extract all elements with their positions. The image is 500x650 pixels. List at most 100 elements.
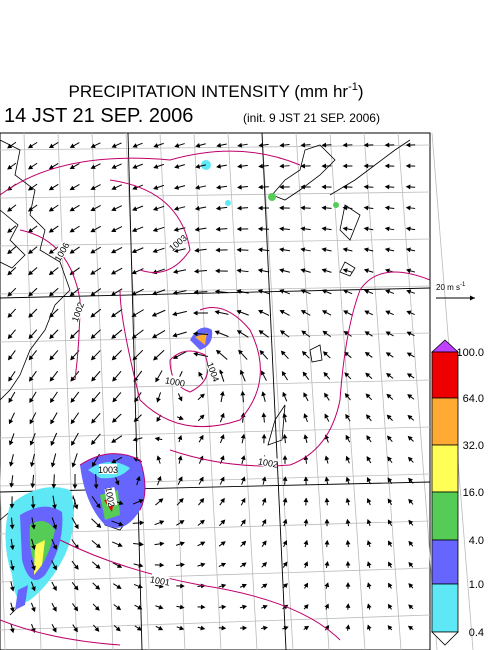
wind-arrow-head	[180, 562, 185, 568]
title-sup: -1	[348, 81, 358, 93]
wind-arrow-head	[52, 504, 57, 510]
wind-arrow-head	[345, 624, 351, 630]
grid-line	[329, 132, 366, 650]
wind-arrow-head	[52, 606, 57, 612]
wind-arrow-head	[158, 583, 164, 589]
wind-arrow-head	[90, 143, 96, 148]
map-frame	[0, 132, 431, 650]
wind-scale-head	[470, 295, 475, 301]
wind-arrow-head	[240, 433, 246, 439]
wind-arrow-head	[324, 476, 330, 482]
wind-arrow-head	[363, 163, 369, 169]
wind-arrow-head	[300, 268, 306, 273]
wind-arrow-head	[70, 376, 76, 382]
wind-arrow-head	[303, 497, 309, 503]
wind-arrow-head	[363, 226, 369, 232]
wind-arrow-head	[386, 393, 392, 399]
wind-arrow-head	[342, 247, 348, 253]
wind-arrow-head	[200, 625, 206, 631]
wind-arrow-head	[73, 564, 79, 570]
colorbar-label: 4.0	[469, 535, 484, 547]
wind-arrow-head	[7, 334, 13, 340]
wind-arrow-head	[282, 583, 288, 589]
wind-arrow-head	[153, 143, 159, 148]
wind-arrow-head	[174, 185, 180, 190]
wind-arrow-head	[178, 476, 183, 482]
wind-arrow-head	[52, 565, 57, 571]
isobar-label: 1003	[98, 465, 118, 475]
lon-line	[261, 132, 287, 650]
wind-arrow-head	[27, 185, 34, 191]
wind-arrow-head	[52, 585, 57, 592]
wind-arrow-head	[91, 461, 97, 467]
wind-arrow-head	[132, 164, 138, 169]
wind-arrow-head	[131, 269, 137, 275]
wind-arrow-head	[29, 462, 35, 468]
wind-arrow-head	[73, 585, 79, 591]
wind-arrow-head	[321, 289, 327, 294]
wind-arrow-head	[70, 397, 76, 403]
wind-arrow-head	[345, 455, 351, 461]
wind-arrow-head	[9, 524, 15, 530]
wind-arrow-head	[9, 607, 15, 613]
wind-arrow-head	[385, 331, 391, 336]
wind-arrow-head	[172, 332, 178, 338]
wind-arrow-head	[261, 370, 266, 376]
wind-arrow-head	[93, 484, 99, 490]
wind-arrow-head	[71, 462, 77, 468]
wind-arrow-head	[7, 270, 13, 276]
wind-arrow-head	[239, 369, 245, 375]
wind-arrow-head	[366, 603, 372, 609]
wind-arrow-head	[48, 185, 54, 191]
wind-arrow-head	[405, 205, 411, 211]
wind-arrow-head	[345, 539, 351, 545]
wind-arrows	[7, 141, 416, 634]
wind-arrow-head	[363, 142, 369, 148]
wind-arrow-head	[69, 334, 75, 339]
wind-arrow-head	[321, 247, 327, 253]
wind-arrow-head	[214, 330, 220, 335]
wind-arrow-head	[363, 268, 369, 274]
wind-arrow-head	[258, 205, 263, 211]
wind-arrow-head	[27, 143, 34, 149]
wind-arrow-head	[7, 249, 13, 255]
wind-arrow-head	[132, 206, 138, 211]
wind-arrow-head	[131, 248, 137, 254]
wind-arrow-head	[137, 605, 143, 610]
wind-arrow-head	[48, 249, 54, 254]
wind-arrow-head	[132, 436, 138, 442]
wind-arrow-head	[7, 143, 13, 149]
precip-area	[34, 540, 45, 575]
wind-arrow-head	[94, 626, 100, 632]
wind-arrow-head	[261, 391, 266, 397]
wind-arrow-head	[237, 142, 243, 148]
wind-arrow-head	[282, 391, 287, 397]
wind-arrow-head	[366, 582, 372, 588]
wind-arrow-head	[9, 565, 15, 571]
wind-arrow-head	[405, 163, 411, 169]
wind-arrow-head	[263, 625, 268, 631]
wind-arrow-head	[261, 476, 267, 482]
wind-arrow-head	[388, 561, 393, 567]
isobars	[0, 150, 431, 646]
grid-line	[193, 132, 222, 650]
colorbar-bin	[431, 539, 459, 585]
wind-arrow-head	[386, 373, 392, 378]
wind-arrow-head	[324, 518, 330, 524]
wind-arrow-head	[195, 142, 201, 148]
wind-arrow-head	[407, 435, 413, 441]
wind-arrow-head	[364, 289, 370, 294]
wind-arrow-head	[259, 350, 265, 356]
colorbar-bin	[431, 444, 459, 493]
wind-arrow-head	[194, 247, 200, 253]
wind-arrow-head	[279, 205, 284, 211]
wind-arrow-head	[7, 291, 13, 297]
wind-arrow-head	[111, 438, 117, 443]
wind-arrow-head	[281, 370, 287, 377]
wind-arrow-head	[7, 207, 13, 212]
wind-arrow-head	[9, 586, 15, 592]
wind-arrow-head	[90, 248, 96, 254]
isobar-label: 1002	[257, 456, 278, 469]
wind-arrow-head	[324, 539, 330, 545]
